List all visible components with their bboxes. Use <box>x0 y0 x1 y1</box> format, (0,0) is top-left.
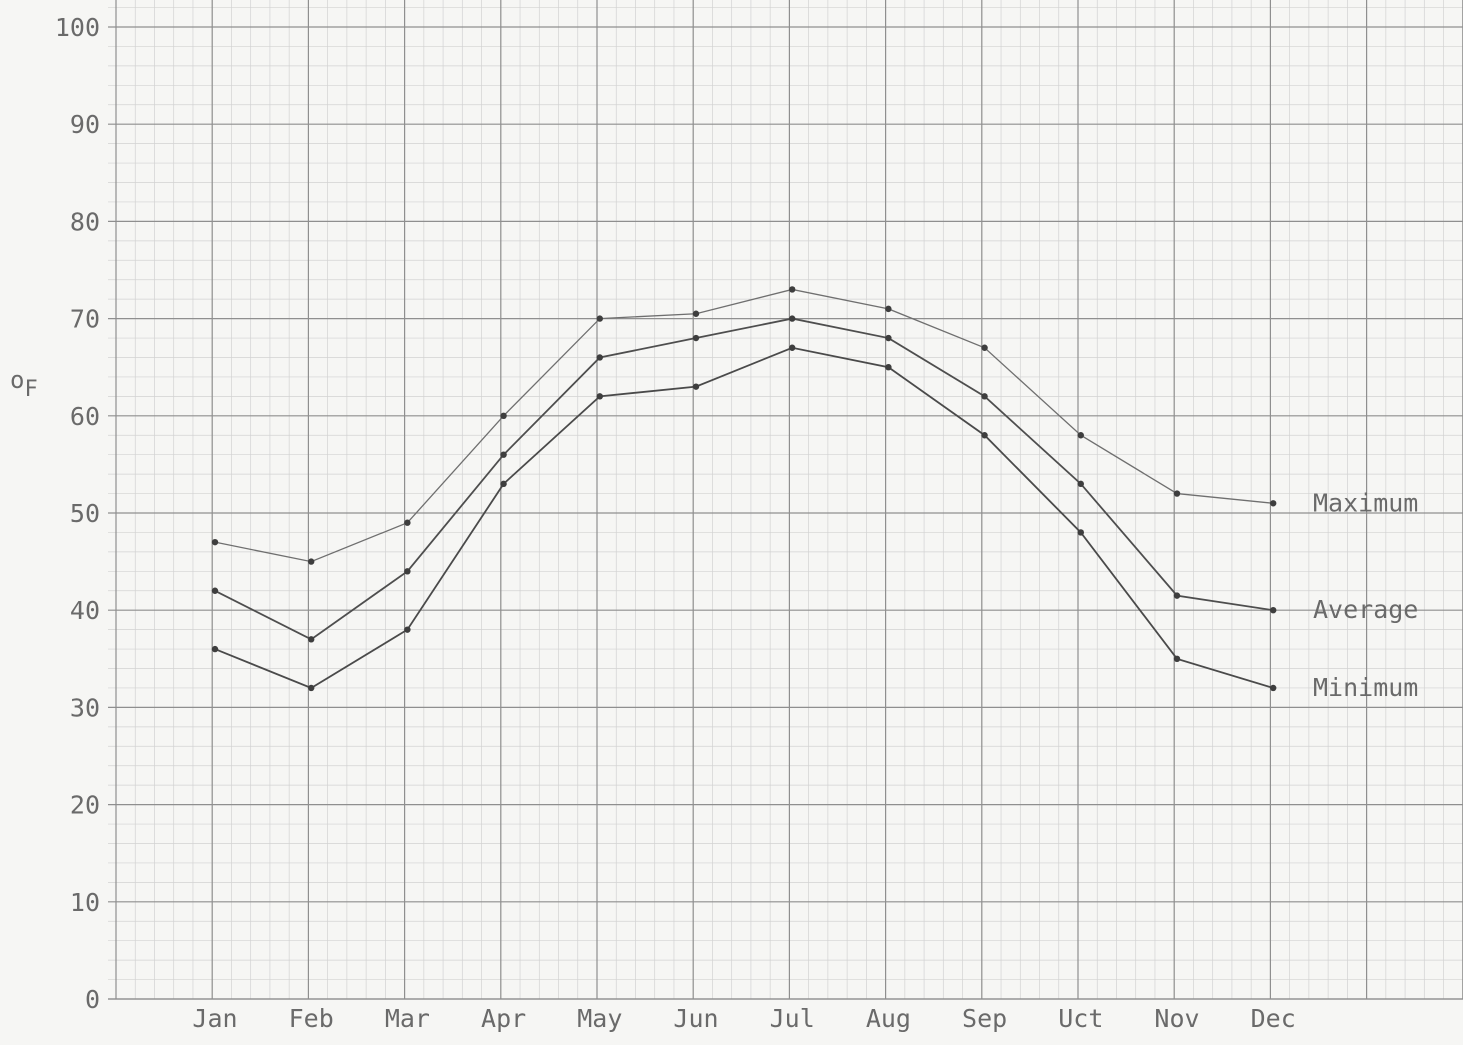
series-label-avg: Average <box>1313 595 1418 624</box>
data-point-max <box>981 344 988 351</box>
data-point-min <box>500 480 507 488</box>
y-tick-label: 0 <box>85 985 100 1014</box>
y-axis-label: oF <box>10 366 38 402</box>
data-point-max <box>211 538 219 546</box>
data-point-min <box>1270 684 1277 692</box>
data-point-avg <box>789 315 796 322</box>
x-tick-label: Mar <box>385 1004 430 1033</box>
y-tick-label: 30 <box>70 693 100 722</box>
y-tick-label: 100 <box>55 13 100 42</box>
x-tick-label: May <box>577 1004 622 1033</box>
data-point-avg <box>885 334 892 342</box>
data-point-avg <box>1077 480 1085 488</box>
data-point-max <box>1077 432 1085 439</box>
data-point-min <box>885 364 892 371</box>
y-axis-ticks: 0 10 20 30 40 50 60 70 80 90 100 <box>55 13 100 1014</box>
y-tick-label: 70 <box>70 305 100 334</box>
data-point-min <box>404 626 411 633</box>
x-tick-label: Aug <box>866 1004 911 1033</box>
data-point-max <box>885 305 892 313</box>
x-tick-label: Jul <box>770 1004 815 1033</box>
y-tick-label: 20 <box>70 791 100 820</box>
series-label-min: Minimum <box>1313 673 1418 702</box>
data-point-avg <box>404 568 411 575</box>
series-labels: Maximum Average Minimum <box>1313 488 1418 702</box>
y-tick-label: 50 <box>70 499 100 528</box>
x-tick-label: Uct <box>1058 1004 1103 1033</box>
data-point-max <box>404 519 411 526</box>
y-tick-label: 60 <box>70 402 100 431</box>
data-point-max <box>596 315 603 322</box>
data-point-min <box>1077 529 1085 536</box>
data-point-max <box>1270 500 1277 507</box>
data-point-avg <box>500 451 507 458</box>
data-point-max <box>500 412 507 419</box>
x-tick-label: Feb <box>289 1004 334 1033</box>
data-point-min <box>692 383 700 390</box>
data-point-min <box>596 393 603 400</box>
data-point-avg <box>308 636 315 643</box>
data-point-min <box>211 645 219 653</box>
data-point-avg <box>1270 607 1277 614</box>
data-point-avg <box>211 587 219 594</box>
data-point-avg <box>981 393 988 400</box>
data-point-max <box>1173 490 1181 497</box>
series-line-min <box>214 346 1274 689</box>
data-point-avg <box>692 334 700 342</box>
y-tick-label: 40 <box>70 596 100 625</box>
series-line-max <box>214 288 1274 563</box>
major-grid <box>108 0 1463 1000</box>
y-tick-label: 90 <box>70 110 100 139</box>
series-line-avg <box>214 317 1274 641</box>
x-tick-label: Nov <box>1154 1004 1199 1033</box>
data-point-min <box>1173 655 1181 662</box>
data-point-avg <box>1173 592 1181 599</box>
data-point-avg <box>596 354 603 361</box>
data-point-min <box>308 684 315 692</box>
data-point-min <box>981 432 988 439</box>
x-tick-label: Jun <box>673 1004 718 1033</box>
series-label-max: Maximum <box>1313 488 1418 517</box>
series-layer <box>211 286 1277 692</box>
data-point-max <box>308 558 315 565</box>
x-axis-ticks: Jan Feb Mar Apr May Jun Jul Aug Sep Uct Nov Dec <box>192 1004 1295 1033</box>
x-tick-label: Dec <box>1251 1004 1296 1033</box>
x-tick-label: Apr <box>481 1004 526 1033</box>
data-point-min <box>789 344 796 351</box>
y-tick-label: 80 <box>70 207 100 236</box>
y-tick-label: 10 <box>70 888 100 917</box>
data-point-max <box>789 286 796 293</box>
x-tick-label: Jan <box>192 1004 237 1033</box>
x-tick-label: Sep <box>962 1004 1007 1033</box>
data-point-max <box>692 310 700 317</box>
